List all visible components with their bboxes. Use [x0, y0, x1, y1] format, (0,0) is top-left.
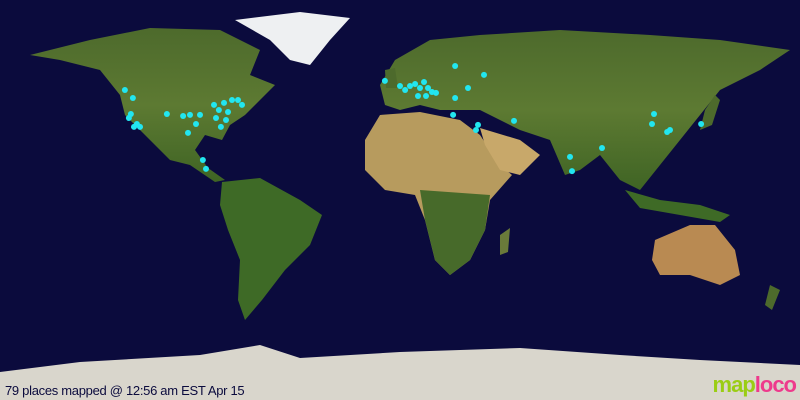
place-marker[interactable]: [425, 85, 431, 91]
place-marker[interactable]: [203, 165, 209, 172]
place-marker[interactable]: [221, 99, 227, 106]
place-marker[interactable]: [649, 121, 655, 127]
place-marker[interactable]: [397, 83, 403, 89]
logo-part-loco: loco: [754, 372, 797, 397]
place-marker[interactable]: [225, 109, 231, 115]
australia: [652, 225, 740, 285]
place-marker[interactable]: [423, 93, 429, 99]
place-marker[interactable]: [223, 117, 229, 123]
place-marker[interactable]: [569, 168, 575, 175]
place-marker[interactable]: [402, 87, 409, 93]
place-marker[interactable]: [137, 123, 143, 130]
place-marker[interactable]: [651, 111, 657, 117]
place-marker[interactable]: [213, 115, 219, 121]
place-marker[interactable]: [211, 101, 217, 108]
place-marker[interactable]: [381, 77, 388, 84]
place-marker[interactable]: [121, 87, 128, 93]
place-marker[interactable]: [185, 129, 191, 136]
place-marker[interactable]: [475, 121, 481, 128]
japan: [700, 95, 720, 130]
place-marker[interactable]: [667, 127, 673, 133]
place-marker[interactable]: [433, 89, 439, 96]
logo-part-map: map: [712, 372, 756, 397]
place-marker[interactable]: [163, 111, 170, 117]
place-marker[interactable]: [417, 85, 423, 91]
place-marker[interactable]: [229, 97, 235, 103]
place-marker[interactable]: [407, 83, 413, 89]
place-marker[interactable]: [217, 123, 224, 130]
place-marker[interactable]: [199, 157, 206, 163]
place-marker[interactable]: [215, 107, 222, 113]
place-marker[interactable]: [187, 111, 193, 118]
place-marker[interactable]: [511, 117, 517, 124]
continents: [0, 12, 800, 400]
maploco-logo[interactable]: maploco: [712, 372, 797, 398]
uk: [385, 68, 398, 88]
place-marker[interactable]: [421, 79, 427, 85]
place-marker[interactable]: [567, 153, 573, 160]
place-marker[interactable]: [415, 93, 421, 99]
place-marker[interactable]: [698, 121, 705, 127]
place-marker[interactable]: [450, 111, 457, 118]
place-marker[interactable]: [481, 71, 487, 78]
southeast-asia-islands: [625, 190, 730, 222]
place-marker[interactable]: [131, 123, 137, 130]
greenland: [235, 12, 350, 65]
place-marker[interactable]: [452, 63, 459, 69]
place-marker[interactable]: [129, 95, 136, 101]
place-marker[interactable]: [599, 145, 605, 151]
europe-asia: [380, 30, 790, 190]
arabia: [480, 128, 540, 175]
place-marker[interactable]: [193, 121, 199, 127]
place-marker[interactable]: [125, 115, 132, 121]
place-marker[interactable]: [239, 101, 245, 108]
new-zealand: [765, 285, 780, 310]
place-marker[interactable]: [180, 113, 187, 119]
madagascar: [500, 228, 510, 255]
place-marker[interactable]: [452, 95, 459, 101]
places-mapped-caption: 79 places mapped @ 12:56 am EST Apr 15: [5, 383, 245, 398]
africa-south: [420, 190, 490, 275]
place-marker[interactable]: [473, 127, 479, 133]
north-america: [30, 28, 275, 182]
place-marker[interactable]: [197, 111, 203, 118]
place-markers: [121, 63, 705, 175]
place-marker[interactable]: [235, 97, 241, 103]
place-marker[interactable]: [412, 81, 419, 87]
place-marker[interactable]: [465, 85, 471, 91]
antarctica: [0, 345, 800, 400]
south-america: [220, 178, 322, 320]
